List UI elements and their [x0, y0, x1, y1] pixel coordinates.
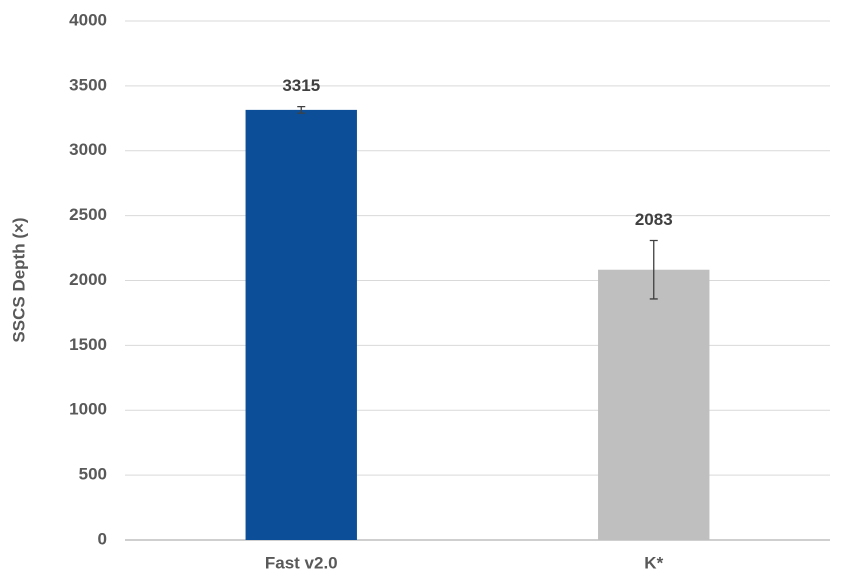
bar: [245, 109, 357, 540]
error-bar: [649, 239, 658, 300]
y-tick-label: 1500: [69, 335, 107, 354]
y-tick-label: 3500: [69, 75, 107, 94]
y-tick-label: 2500: [69, 205, 107, 224]
x-tick-label: Fast v2.0: [265, 553, 338, 572]
error-bar: [297, 105, 306, 114]
x-tick-label: K*: [644, 553, 663, 572]
y-tick-label: 4000: [69, 10, 107, 29]
data-label: 3315: [282, 76, 320, 95]
y-tick-label: 500: [79, 465, 107, 484]
y-tick-label: 1000: [69, 400, 107, 419]
y-tick-label: 0: [98, 529, 107, 548]
data-label: 2083: [635, 210, 673, 229]
y-tick-label: 3000: [69, 140, 107, 159]
bar: [598, 269, 710, 540]
y-axis-title: SSCS Depth (×): [9, 217, 28, 342]
y-tick-label: 2000: [69, 270, 107, 289]
